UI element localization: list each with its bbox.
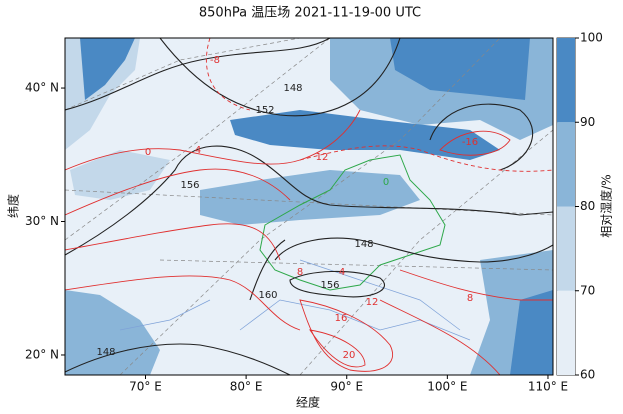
colorbar-tick-label: 60 xyxy=(580,368,595,382)
contour-label: 4 xyxy=(339,267,345,278)
colorbar-band xyxy=(557,290,575,375)
x-tick-label: 100° E xyxy=(427,380,467,394)
colorbar-label: 相对湿度/% xyxy=(599,174,614,237)
height-contour xyxy=(65,145,553,256)
contour-label: -16 xyxy=(462,137,478,148)
temperature-contour xyxy=(399,269,553,301)
x-axis-label: 经度 xyxy=(296,395,320,410)
height-contour xyxy=(159,38,401,117)
contour-label: 156 xyxy=(180,180,199,191)
contour-label: 0 xyxy=(383,177,389,188)
temperature-contour xyxy=(65,223,281,261)
contour-label: 160 xyxy=(258,290,277,301)
temperature-contour xyxy=(439,130,511,156)
height-contour xyxy=(65,343,291,375)
contour-label: 8 xyxy=(467,293,473,304)
humidity-area xyxy=(510,290,553,375)
map-field xyxy=(65,38,553,375)
colorbar-tick-label: 80 xyxy=(580,199,595,213)
contour-label: 148 xyxy=(283,83,302,94)
x-tick-label: 70° E xyxy=(129,380,162,394)
y-axis-label: 纬度 xyxy=(6,194,21,218)
plateau-outline xyxy=(259,154,446,291)
temperature-contour xyxy=(379,299,501,375)
contour-label: 4 xyxy=(195,145,201,156)
temperature-contour xyxy=(65,109,361,171)
height-contour xyxy=(274,237,553,263)
contour-label: 148 xyxy=(96,347,115,358)
x-tick-label: 80° E xyxy=(230,380,263,394)
plot-frame xyxy=(64,37,554,376)
contour-label: 12 xyxy=(316,152,329,163)
contour-label: 156 xyxy=(320,280,339,291)
y-tick-label: 30° N xyxy=(25,214,59,228)
temperature-contour xyxy=(299,299,393,372)
humidity-area xyxy=(200,170,420,225)
contour-label: -8 xyxy=(210,55,220,66)
contour-label: 152 xyxy=(255,105,274,116)
colorbar-band xyxy=(557,122,575,207)
map-title: 850hPa 温压场 2021-11-19-00 UTC xyxy=(199,6,421,21)
x-tick-label: 110° E xyxy=(528,380,568,394)
contour-label: 0 xyxy=(145,147,151,158)
height-contour xyxy=(429,103,533,171)
contour-label: 12 xyxy=(366,297,379,308)
temperature-contour xyxy=(299,145,553,172)
x-tick-label: 90° E xyxy=(330,380,363,394)
humidity-area xyxy=(80,38,135,100)
height-contour xyxy=(289,270,386,298)
colorbar-tick-label: 70 xyxy=(580,283,595,297)
colorbar-band xyxy=(557,206,575,291)
y-tick-label: 40° N xyxy=(25,81,59,95)
humidity-area xyxy=(230,110,500,160)
contour-label: 8 xyxy=(297,267,303,278)
colorbar-tick-label: 100 xyxy=(580,31,603,45)
temperature-contour xyxy=(309,329,366,368)
humidity-area xyxy=(390,38,530,100)
height-contour xyxy=(65,38,331,111)
temperature-contour xyxy=(65,168,291,216)
colorbar-tick-label: 90 xyxy=(580,115,595,129)
height-contour xyxy=(249,239,286,301)
humidity-area xyxy=(70,150,170,200)
contour-label: 20 xyxy=(343,350,356,361)
y-tick-label: 20° N xyxy=(25,347,59,361)
contour-label: 16 xyxy=(335,313,348,324)
contour-label: 148 xyxy=(354,239,373,250)
humidity-area xyxy=(65,290,160,375)
temperature-contour xyxy=(65,275,301,331)
temperature-contour xyxy=(206,38,251,111)
colorbar-band xyxy=(557,38,575,123)
